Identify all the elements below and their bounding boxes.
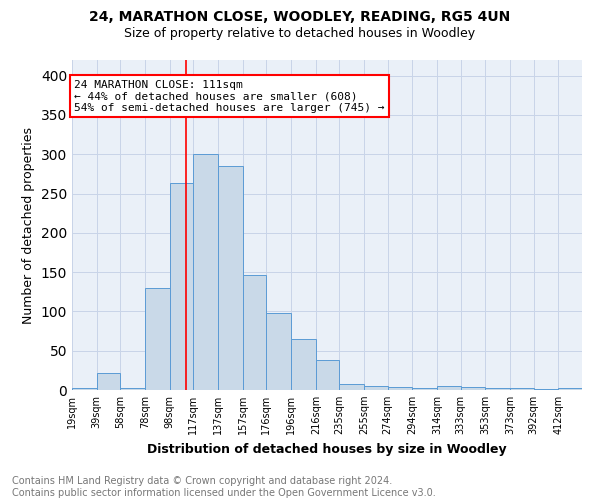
Bar (193, 154, 218, 390)
Bar (364, 386, 388, 390)
Bar (291, 339, 316, 390)
Bar (559, 388, 582, 390)
Bar (340, 384, 364, 390)
Bar (218, 166, 243, 390)
Text: Contains HM Land Registry data © Crown copyright and database right 2024.
Contai: Contains HM Land Registry data © Crown c… (12, 476, 436, 498)
Text: 24, MARATHON CLOSE, WOODLEY, READING, RG5 4UN: 24, MARATHON CLOSE, WOODLEY, READING, RG… (89, 10, 511, 24)
Bar (316, 360, 340, 390)
Bar (461, 387, 485, 390)
Bar (534, 389, 559, 390)
Y-axis label: Number of detached properties: Number of detached properties (22, 126, 35, 324)
Bar (97, 372, 120, 390)
Bar (145, 288, 170, 390)
Bar (388, 387, 412, 390)
Bar (412, 388, 437, 390)
Bar (72, 388, 97, 390)
Text: 24 MARATHON CLOSE: 111sqm
← 44% of detached houses are smaller (608)
54% of semi: 24 MARATHON CLOSE: 111sqm ← 44% of detac… (74, 80, 385, 113)
Bar (120, 388, 145, 390)
Text: Size of property relative to detached houses in Woodley: Size of property relative to detached ho… (124, 28, 476, 40)
Bar (266, 313, 291, 390)
X-axis label: Distribution of detached houses by size in Woodley: Distribution of detached houses by size … (147, 442, 507, 456)
Bar (170, 184, 193, 390)
Bar (485, 388, 510, 390)
Bar (243, 276, 266, 390)
Bar (437, 386, 461, 390)
Bar (510, 388, 534, 390)
